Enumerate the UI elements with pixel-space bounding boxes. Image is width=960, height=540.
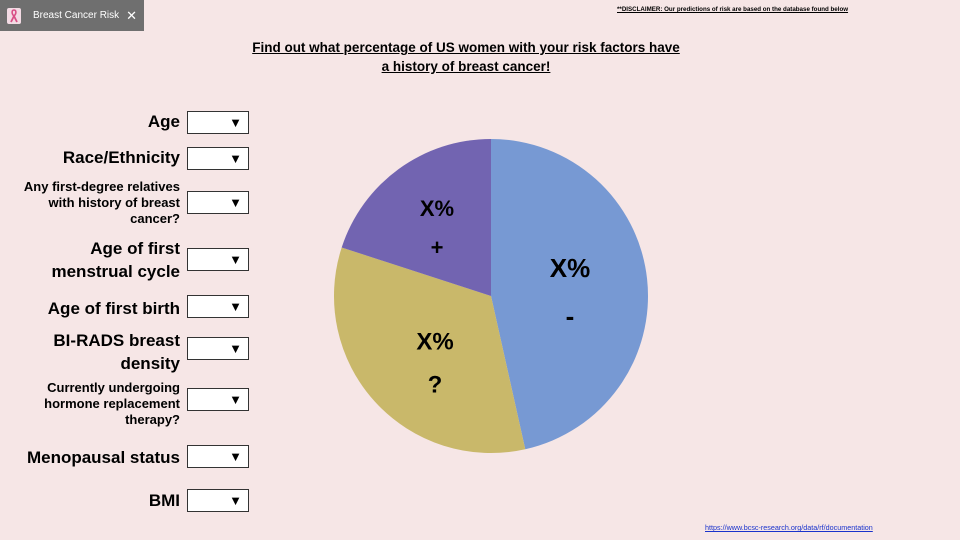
hormone-replacement-dropdown[interactable]: ▼	[187, 388, 249, 411]
label-age-first-menstrual-cycle-line-1: Age of first	[90, 239, 180, 258]
label-first-degree-relatives-line-1: Any first-degree relatives	[23, 179, 180, 194]
browser-tab[interactable]: Breast Cancer Risk ✕	[0, 0, 144, 31]
chevron-down-icon: ▼	[229, 449, 242, 464]
label-birads-density-line-1: BI-RADS breast	[53, 331, 180, 350]
label-age-first-birth: Age of first birth	[48, 297, 180, 320]
label-menopausal-status-line-1: Menopausal status	[26, 448, 180, 467]
tab-title: Breast Cancer Risk	[33, 10, 120, 21]
label-age-first-menstrual-cycle: Age of first menstrual cycle	[51, 237, 180, 283]
label-hormone-replacement-line-2: hormone replacement	[44, 396, 180, 411]
age-first-menstrual-cycle-dropdown[interactable]: ▼	[187, 248, 249, 271]
label-bmi-line-1: BMI	[148, 491, 180, 510]
label-hormone-replacement: Currently undergoing hormone replacement…	[44, 380, 180, 428]
pie-slice-unknown	[333, 247, 526, 454]
label-first-degree-relatives-line-2: with history of breast	[48, 195, 180, 210]
pie-slice-negative	[491, 139, 649, 450]
page-title-line-1: Find out what percentage of US women wit…	[252, 40, 680, 55]
race-ethnicity-dropdown[interactable]: ▼	[187, 147, 249, 170]
chevron-down-icon: ▼	[229, 392, 242, 407]
birads-density-dropdown[interactable]: ▼	[187, 337, 249, 360]
label-menopausal-status: Menopausal status	[27, 446, 180, 469]
chevron-down-icon: ▼	[229, 493, 242, 508]
label-race-ethnicity-line-1: Race/Ethnicity	[62, 148, 180, 167]
pie-label-positive: X%	[420, 196, 454, 221]
chevron-down-icon: ▼	[229, 195, 242, 210]
label-age-first-menstrual-cycle-line-2: menstrual cycle	[51, 262, 180, 281]
chevron-down-icon: ▼	[229, 341, 242, 356]
label-age-first-birth-line-1: Age of first birth	[47, 299, 180, 318]
menopausal-status-dropdown[interactable]: ▼	[187, 445, 249, 468]
label-bmi: BMI	[149, 489, 180, 512]
pink-ribbon-icon	[7, 7, 21, 24]
disclaimer-text: **DISCLAIMER: Our predictions of risk ar…	[617, 6, 849, 13]
chevron-down-icon: ▼	[229, 151, 242, 166]
label-hormone-replacement-line-3: therapy?	[125, 412, 180, 427]
chevron-down-icon: ▼	[229, 252, 242, 267]
bmi-dropdown[interactable]: ▼	[187, 489, 249, 512]
pie-slice-positive	[341, 139, 491, 296]
chevron-down-icon: ▼	[229, 299, 242, 314]
pie-sublabel-positive: +	[431, 235, 444, 260]
pie-sublabel-unknown: ?	[428, 371, 443, 398]
label-age-line-1: Age	[147, 112, 180, 131]
pie-sublabel-negative: -	[566, 301, 575, 331]
page-title-line-2: a history of breast cancer!	[381, 59, 551, 74]
first-degree-relatives-dropdown[interactable]: ▼	[187, 191, 249, 214]
label-birads-density-line-2: density	[120, 354, 180, 373]
label-age: Age	[148, 110, 180, 133]
label-hormone-replacement-line-1: Currently undergoing	[47, 380, 180, 395]
close-icon[interactable]: ✕	[126, 8, 137, 23]
chevron-down-icon: ▼	[229, 115, 242, 130]
label-race-ethnicity: Race/Ethnicity	[63, 146, 180, 169]
label-first-degree-relatives: Any first-degree relatives with history …	[24, 179, 180, 227]
page-title: Find out what percentage of US women wit…	[236, 38, 696, 76]
label-birads-density: BI-RADS breast density	[53, 329, 180, 375]
source-link[interactable]: https://www.bcsc-research.org/data/rf/do…	[705, 523, 873, 532]
pie-label-negative: X%	[550, 253, 590, 283]
age-dropdown[interactable]: ▼	[187, 111, 249, 134]
pie-label-unknown: X%	[416, 328, 453, 355]
label-first-degree-relatives-line-3: cancer?	[130, 211, 180, 226]
age-first-birth-dropdown[interactable]: ▼	[187, 295, 249, 318]
